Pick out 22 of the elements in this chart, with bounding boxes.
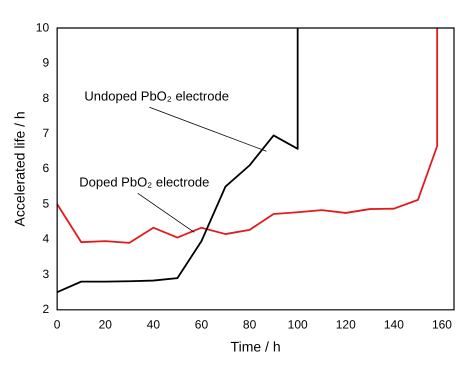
y-tick-label: 6: [42, 161, 50, 176]
annotation: Undoped PbO₂ electrode: [84, 88, 229, 104]
x-tick-label: 60: [194, 317, 208, 332]
x-tick-label: 100: [288, 317, 308, 332]
y-tick-label: 9: [42, 56, 50, 70]
y-tick-label: 2: [42, 302, 50, 316]
y-tick-label: 8: [42, 90, 50, 105]
y-tick-label: 7: [42, 126, 50, 140]
y-tick-label: 4: [42, 232, 50, 246]
x-tick-label: 120: [336, 317, 356, 332]
x-tick-label: 0: [54, 317, 61, 332]
y-axis-title: Accelerated life / h: [11, 111, 28, 226]
x-axis-title: Time / h: [230, 338, 281, 354]
x-tick-label: 140: [384, 317, 404, 332]
y-tick-label: 10: [36, 20, 50, 34]
x-tick-label: 40: [146, 317, 160, 332]
annotation: Doped PbO₂ electrode: [79, 174, 210, 190]
y-tick-label: 5: [42, 196, 50, 210]
x-tick-label: 80: [242, 317, 257, 332]
y-tick-label: 3: [42, 266, 50, 281]
x-tick-label: 20: [98, 317, 112, 332]
x-tick-label: 160: [432, 317, 452, 332]
